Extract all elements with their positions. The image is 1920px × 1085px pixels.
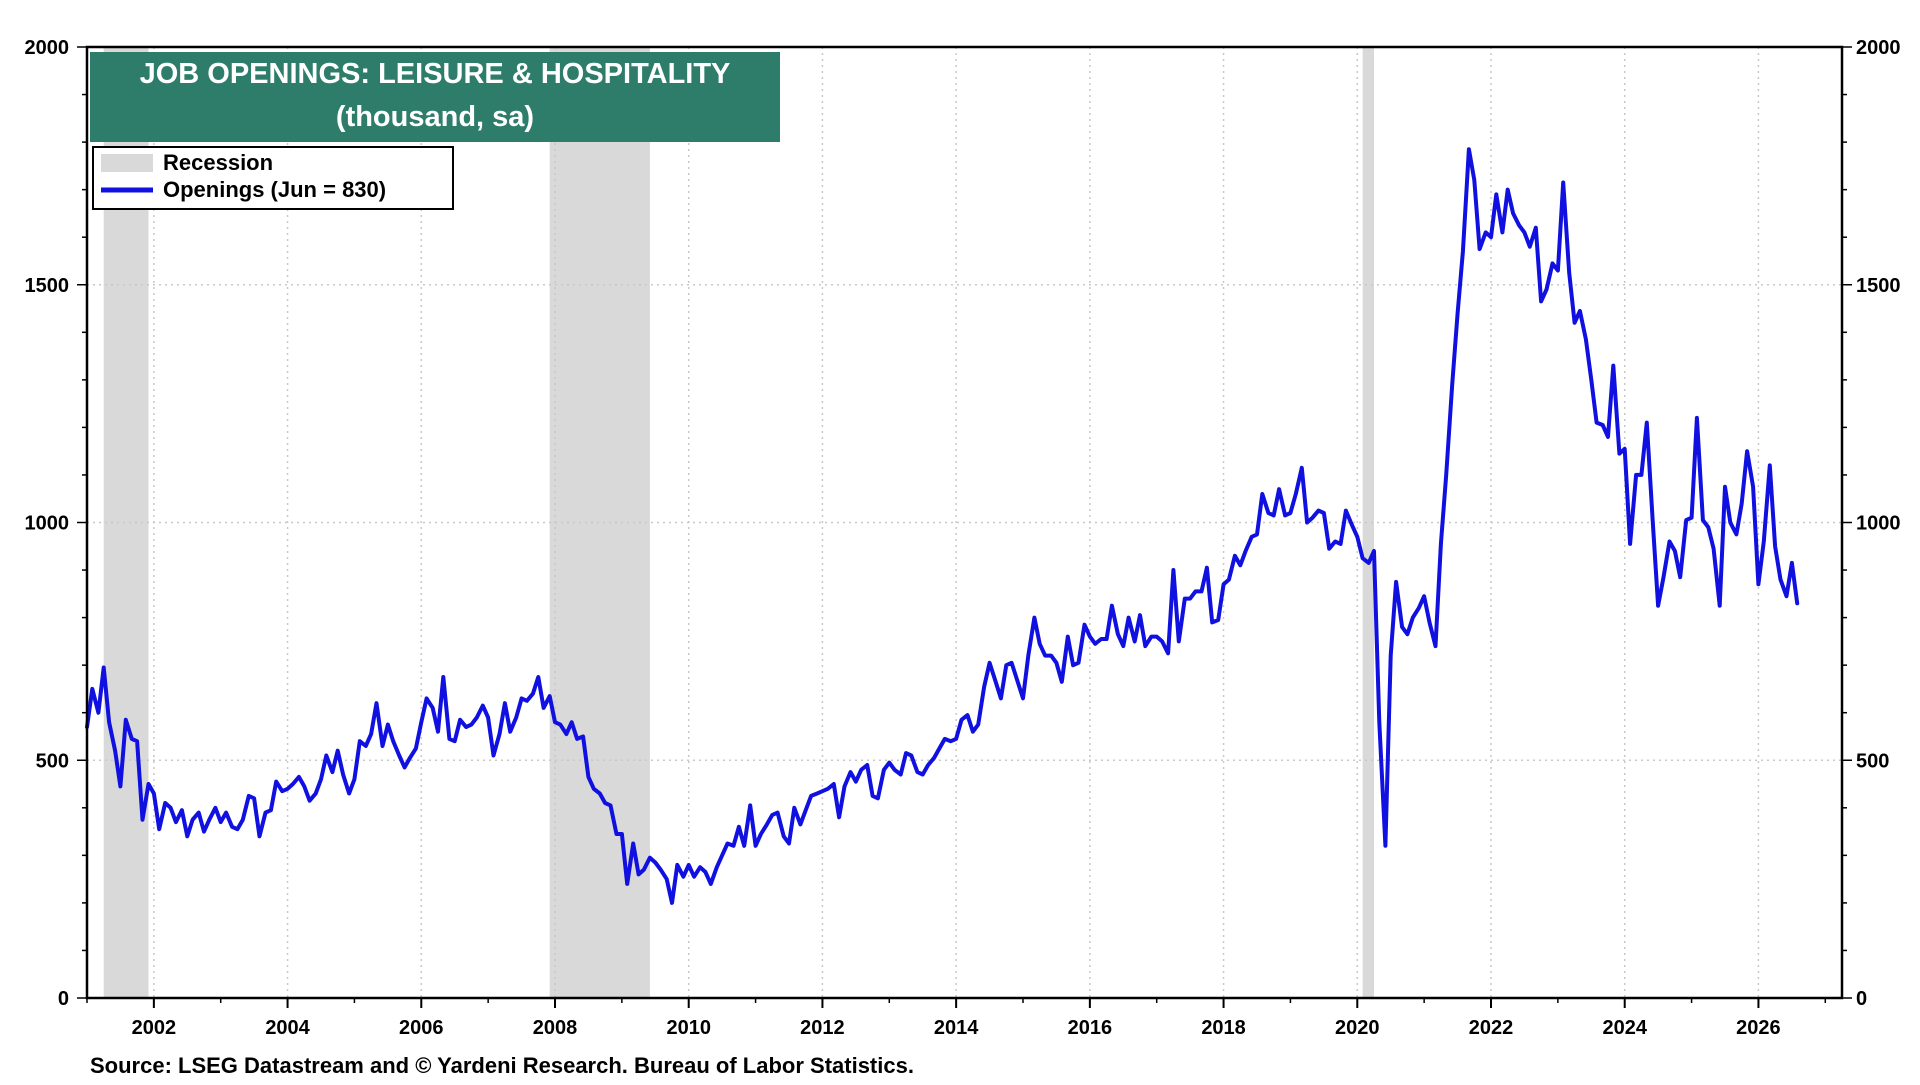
legend-box (92, 146, 454, 210)
y-tick-label-left: 1500 (25, 275, 70, 297)
recession-band (1362, 47, 1374, 998)
x-tick-label: 2016 (1068, 1017, 1113, 1039)
y-tick-label-left: 0 (58, 988, 69, 1010)
x-tick-label: 2026 (1736, 1017, 1781, 1039)
x-tick-label: 2018 (1201, 1017, 1246, 1039)
x-tick-label: 2010 (666, 1017, 711, 1039)
x-tick-label: 2006 (399, 1017, 444, 1039)
y-tick-label-right: 1000 (1856, 513, 1901, 535)
series-line-openings (85, 147, 1800, 905)
x-tick-label: 2012 (800, 1017, 845, 1039)
legend-recession-label: Recession (163, 150, 273, 175)
y-tick-label-left: 2000 (25, 37, 70, 59)
x-tick-label: 2024 (1602, 1017, 1647, 1039)
y-tick-label-right: 2000 (1856, 37, 1901, 59)
tick-labels: 2002 2004 2006 2008 2010 2012 2014 2016 2018 2020… (25, 37, 1901, 1039)
x-tick-label: 2004 (265, 1017, 310, 1039)
gridlines (87, 47, 1842, 998)
x-tick-label: 2008 (533, 1017, 578, 1039)
series-layer (85, 147, 1800, 905)
x-tick-label: 2002 (132, 1017, 177, 1039)
legend-recession-swatch (101, 154, 153, 172)
title-box: JOB OPENINGS: LEISURE & HOSPITALITY (tho… (90, 52, 780, 142)
x-tick-label: 2020 (1335, 1017, 1380, 1039)
y-tick-label-right: 1500 (1856, 275, 1901, 297)
y-tick-label-right: 500 (1856, 750, 1889, 772)
chart-subtitle: (thousand, sa) (336, 101, 534, 133)
legend: Recession Openings (Jun = 830) (92, 146, 454, 210)
x-tick-label: 2014 (934, 1017, 979, 1039)
x-tick-label: 2022 (1469, 1017, 1514, 1039)
source-note: Source: LSEG Datastream and © Yardeni Re… (90, 1053, 914, 1078)
y-tick-label-right: 0 (1856, 988, 1867, 1010)
y-tick-label-left: 500 (36, 750, 69, 772)
title-background (90, 52, 780, 142)
y-tick-label-left: 1000 (25, 513, 70, 535)
legend-openings-label: Openings (Jun = 830) (163, 177, 386, 202)
chart-title: JOB OPENINGS: LEISURE & HOSPITALITY (140, 58, 731, 90)
